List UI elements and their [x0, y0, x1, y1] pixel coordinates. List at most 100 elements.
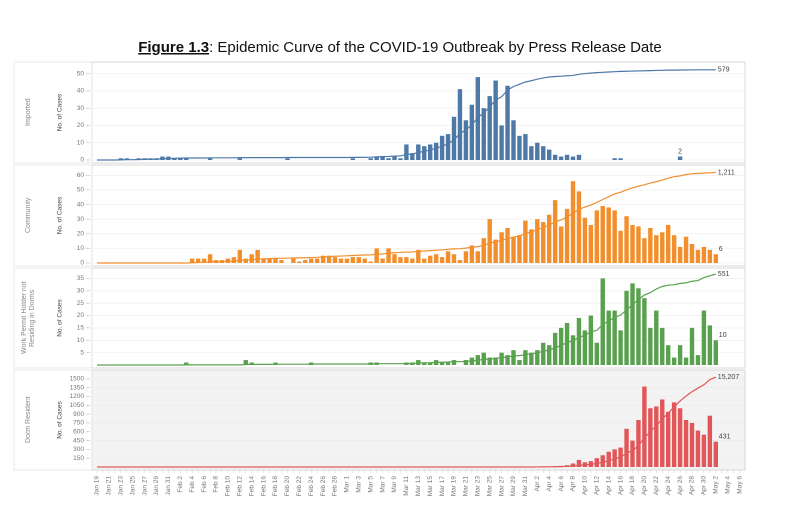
bar	[529, 229, 534, 263]
bar	[398, 158, 403, 160]
bar	[624, 216, 629, 263]
bar	[606, 451, 611, 467]
y-tick-label: 600	[73, 428, 84, 435]
bar	[606, 207, 611, 263]
y-tick-label: 1500	[70, 376, 85, 383]
x-tick-label: Apr 26	[677, 476, 684, 496]
x-tick-label: Jan 31	[165, 476, 172, 496]
x-tick-label: Apr 10	[582, 476, 589, 496]
x-tick-label: Apr 24	[665, 476, 672, 496]
bar	[683, 420, 689, 467]
x-tick-label: Apr 12	[594, 476, 601, 496]
bar	[582, 330, 588, 365]
bar	[529, 352, 534, 365]
bar	[523, 350, 528, 365]
x-tick-label: Mar 25	[486, 476, 493, 497]
bar	[207, 158, 213, 160]
bar	[677, 246, 683, 263]
bar	[689, 244, 695, 263]
group-label-box: Dorm Resident	[25, 397, 32, 444]
x-tick-label: Apr 4	[546, 476, 553, 492]
bar	[475, 77, 480, 160]
bar	[433, 142, 439, 160]
x-tick-label: Feb 12	[237, 476, 244, 497]
title-text: : Epidemic Curve of the COVID-19 Outbrea…	[209, 39, 662, 56]
bar	[517, 135, 522, 160]
bar	[469, 245, 475, 263]
x-tick-label: Feb 4	[189, 476, 196, 493]
group-label-box: Work Permit Holder not Residing in Dorms	[21, 282, 36, 355]
bar	[493, 357, 498, 365]
bar	[445, 134, 451, 160]
bar	[511, 120, 516, 160]
bar	[654, 235, 659, 263]
x-tick-label: Jan 21	[106, 476, 113, 496]
label-frame	[13, 164, 93, 267]
bar	[564, 154, 570, 160]
bar	[297, 261, 302, 263]
line-end-label: 1,211	[718, 169, 735, 176]
y-tick-label: 60	[77, 172, 85, 179]
bar	[386, 158, 391, 160]
bar	[713, 254, 718, 263]
y-tick-label: 25	[77, 300, 85, 307]
x-tick-label: Mar 31	[522, 476, 529, 497]
x-tick-label: Apr 18	[629, 476, 636, 496]
value-label: 6	[719, 246, 723, 253]
bar	[582, 217, 588, 263]
y-axis-label: No. of Cases	[57, 298, 64, 336]
x-tick-label: Feb 18	[272, 476, 279, 497]
y-tick-label: 150	[73, 455, 84, 462]
y-tick-label: 450	[73, 437, 84, 444]
bar	[249, 254, 254, 263]
bar	[439, 362, 445, 365]
bar	[344, 258, 350, 263]
bar	[552, 332, 558, 365]
cumulative-line	[97, 171, 716, 264]
y-tick-label: 900	[73, 411, 84, 418]
bar	[487, 96, 492, 160]
bar	[594, 342, 599, 365]
bar	[320, 255, 326, 263]
x-tick-label: Mar 11	[403, 476, 410, 496]
y-tick-label: 0	[80, 260, 84, 267]
y-axis-label: No. of Cases	[57, 196, 64, 234]
bar	[564, 322, 570, 365]
bar	[356, 257, 361, 263]
bar	[666, 345, 671, 365]
bar	[570, 156, 576, 160]
bar	[701, 310, 707, 365]
bar	[505, 85, 510, 160]
bar	[654, 310, 659, 365]
x-tick-label: Mar 1	[344, 476, 351, 493]
bar	[713, 340, 718, 365]
bar	[576, 154, 582, 160]
y-tick-label: 50	[77, 187, 85, 194]
bar	[499, 232, 504, 263]
bar	[695, 430, 701, 467]
bar	[422, 146, 427, 160]
bar	[618, 158, 623, 160]
bar	[207, 254, 213, 263]
line-end-label: 15,207	[718, 374, 740, 381]
y-tick-label: 30	[77, 105, 85, 112]
x-tick-label: Feb 2	[177, 476, 184, 493]
bar	[683, 236, 689, 263]
bar	[630, 283, 635, 365]
y-tick-label: 300	[73, 446, 84, 453]
y-tick-label: 40	[77, 201, 85, 208]
x-tick-label: Apr 16	[617, 476, 624, 496]
bar	[291, 258, 296, 263]
bar	[261, 258, 266, 263]
x-tick-label: Feb 22	[296, 476, 303, 497]
bar	[392, 156, 397, 160]
bar	[439, 135, 445, 160]
bar	[499, 352, 504, 365]
bar	[707, 249, 713, 263]
y-tick-label: 10	[77, 337, 85, 344]
bar	[428, 362, 433, 365]
x-tick-label: Apr 8	[570, 476, 577, 492]
bar	[612, 449, 617, 467]
x-tick-label: Apr 22	[653, 476, 660, 496]
bar	[374, 156, 379, 160]
